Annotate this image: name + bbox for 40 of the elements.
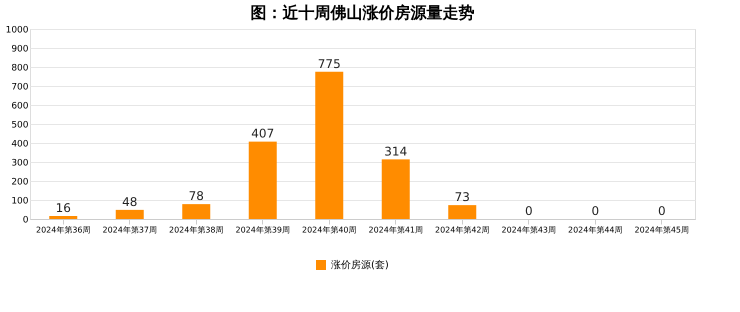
chart-title: 图：近十周佛山涨价房源量走势 bbox=[250, 3, 474, 22]
x-tick-label: 2024年第37周 bbox=[102, 226, 158, 234]
x-tick-label: 2024年第38周 bbox=[168, 226, 224, 234]
data-label: 775 bbox=[318, 56, 341, 71]
legend-label: 涨价房源(套) bbox=[331, 259, 389, 271]
y-tick-label: 700 bbox=[11, 82, 29, 92]
bar bbox=[49, 216, 78, 219]
data-label: 48 bbox=[122, 194, 138, 209]
x-tick-label: 2024年第41周 bbox=[368, 226, 424, 234]
x-tick-label: 2024年第40周 bbox=[302, 226, 357, 234]
y-tick-label: 500 bbox=[11, 120, 29, 130]
data-label: 0 bbox=[591, 204, 600, 218]
y-tick-label: 900 bbox=[11, 44, 29, 54]
y-tick-label: 100 bbox=[11, 196, 29, 206]
data-label: 407 bbox=[251, 126, 274, 141]
data-label: 314 bbox=[384, 144, 408, 158]
bar bbox=[116, 210, 144, 219]
x-tick-label: 2024年第45周 bbox=[634, 226, 690, 234]
data-label: 78 bbox=[188, 189, 204, 204]
bar bbox=[448, 205, 476, 219]
x-tick-label: 2024年第42周 bbox=[434, 226, 490, 234]
x-tick-label: 2024年第39周 bbox=[235, 226, 290, 234]
bar bbox=[182, 204, 210, 219]
y-tick-label: 200 bbox=[11, 178, 29, 188]
y-tick-label: 300 bbox=[11, 158, 29, 168]
data-label: 16 bbox=[56, 200, 71, 215]
data-label: 0 bbox=[524, 204, 533, 218]
x-tick-label: 2024年第44周 bbox=[568, 226, 623, 234]
bar bbox=[382, 159, 410, 219]
y-tick-label: 1000 bbox=[6, 26, 29, 36]
bar bbox=[248, 142, 277, 219]
x-tick-label: 2024年第43周 bbox=[501, 226, 556, 234]
data-label: 0 bbox=[658, 204, 666, 218]
y-tick-label: 600 bbox=[11, 102, 29, 112]
bar bbox=[315, 72, 344, 219]
y-tick-label: 400 bbox=[11, 140, 29, 150]
y-tick-label: 800 bbox=[11, 64, 29, 74]
y-tick-label: 0 bbox=[22, 216, 29, 226]
x-tick-label: 2024年第36周 bbox=[36, 226, 91, 234]
data-label: 73 bbox=[454, 190, 470, 204]
